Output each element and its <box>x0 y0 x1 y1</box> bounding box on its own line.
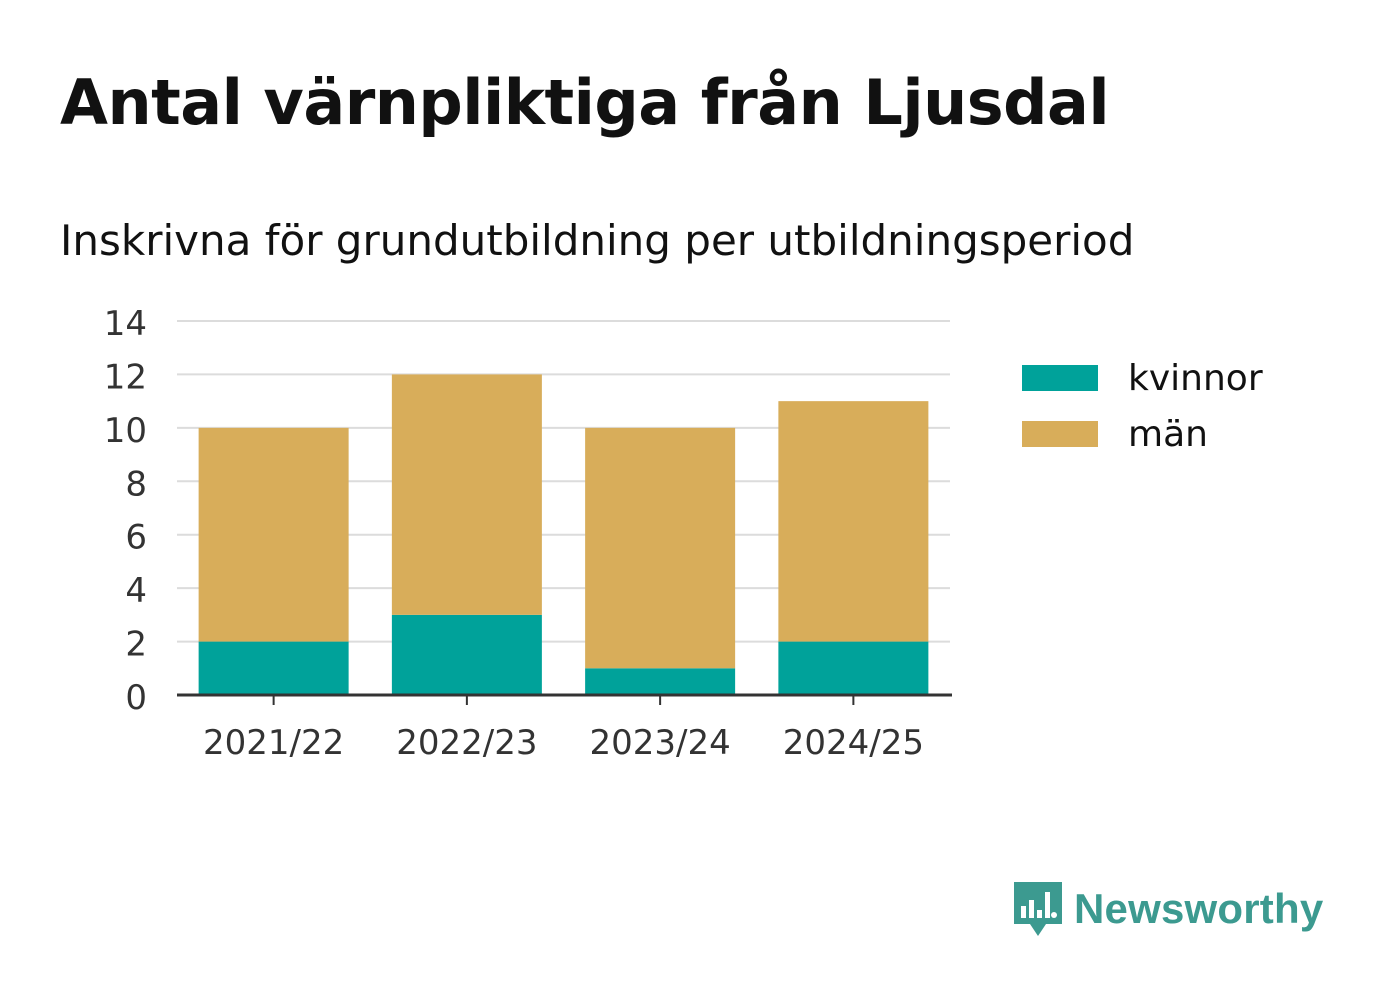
chart-subtitle: Inskrivna för grundutbildning per utbild… <box>60 216 1135 265</box>
legend-label-män: män <box>1128 414 1208 455</box>
bar-segment-kvinnor <box>778 641 929 695</box>
legend-swatch-män <box>1022 421 1098 447</box>
legend-swatch-kvinnor <box>1022 365 1098 391</box>
x-tick-label: 2022/23 <box>396 723 537 763</box>
bar-segment-kvinnor <box>198 641 349 695</box>
y-tick-label: 8 <box>125 464 147 504</box>
chart-title: Antal värnpliktiga från Ljusdal <box>60 66 1110 139</box>
bar-segment-kvinnor <box>391 614 542 695</box>
y-tick-label: 0 <box>125 678 147 718</box>
bar-segment-män <box>391 374 542 615</box>
legend-label-kvinnor: kvinnor <box>1128 358 1263 399</box>
y-tick-label: 2 <box>125 625 147 665</box>
x-tick-label: 2024/25 <box>783 723 924 763</box>
x-tick-label: 2021/22 <box>203 723 344 763</box>
newsworthy-logo-icon <box>1014 882 1062 936</box>
bar-segment-kvinnor <box>585 668 736 695</box>
x-tick-label: 2023/24 <box>590 723 731 763</box>
y-tick-label: 6 <box>125 518 147 558</box>
y-tick-label: 10 <box>104 411 147 451</box>
bar-segment-män <box>585 427 736 669</box>
y-tick-label: 4 <box>125 571 147 611</box>
y-tick-label: 14 <box>104 304 147 344</box>
y-tick-label: 12 <box>104 357 147 397</box>
newsworthy-logo: Newsworthy <box>1010 878 1323 940</box>
bar-segment-män <box>198 427 349 642</box>
bar-segment-män <box>778 401 929 642</box>
brand-name: Newsworthy <box>1074 885 1324 932</box>
